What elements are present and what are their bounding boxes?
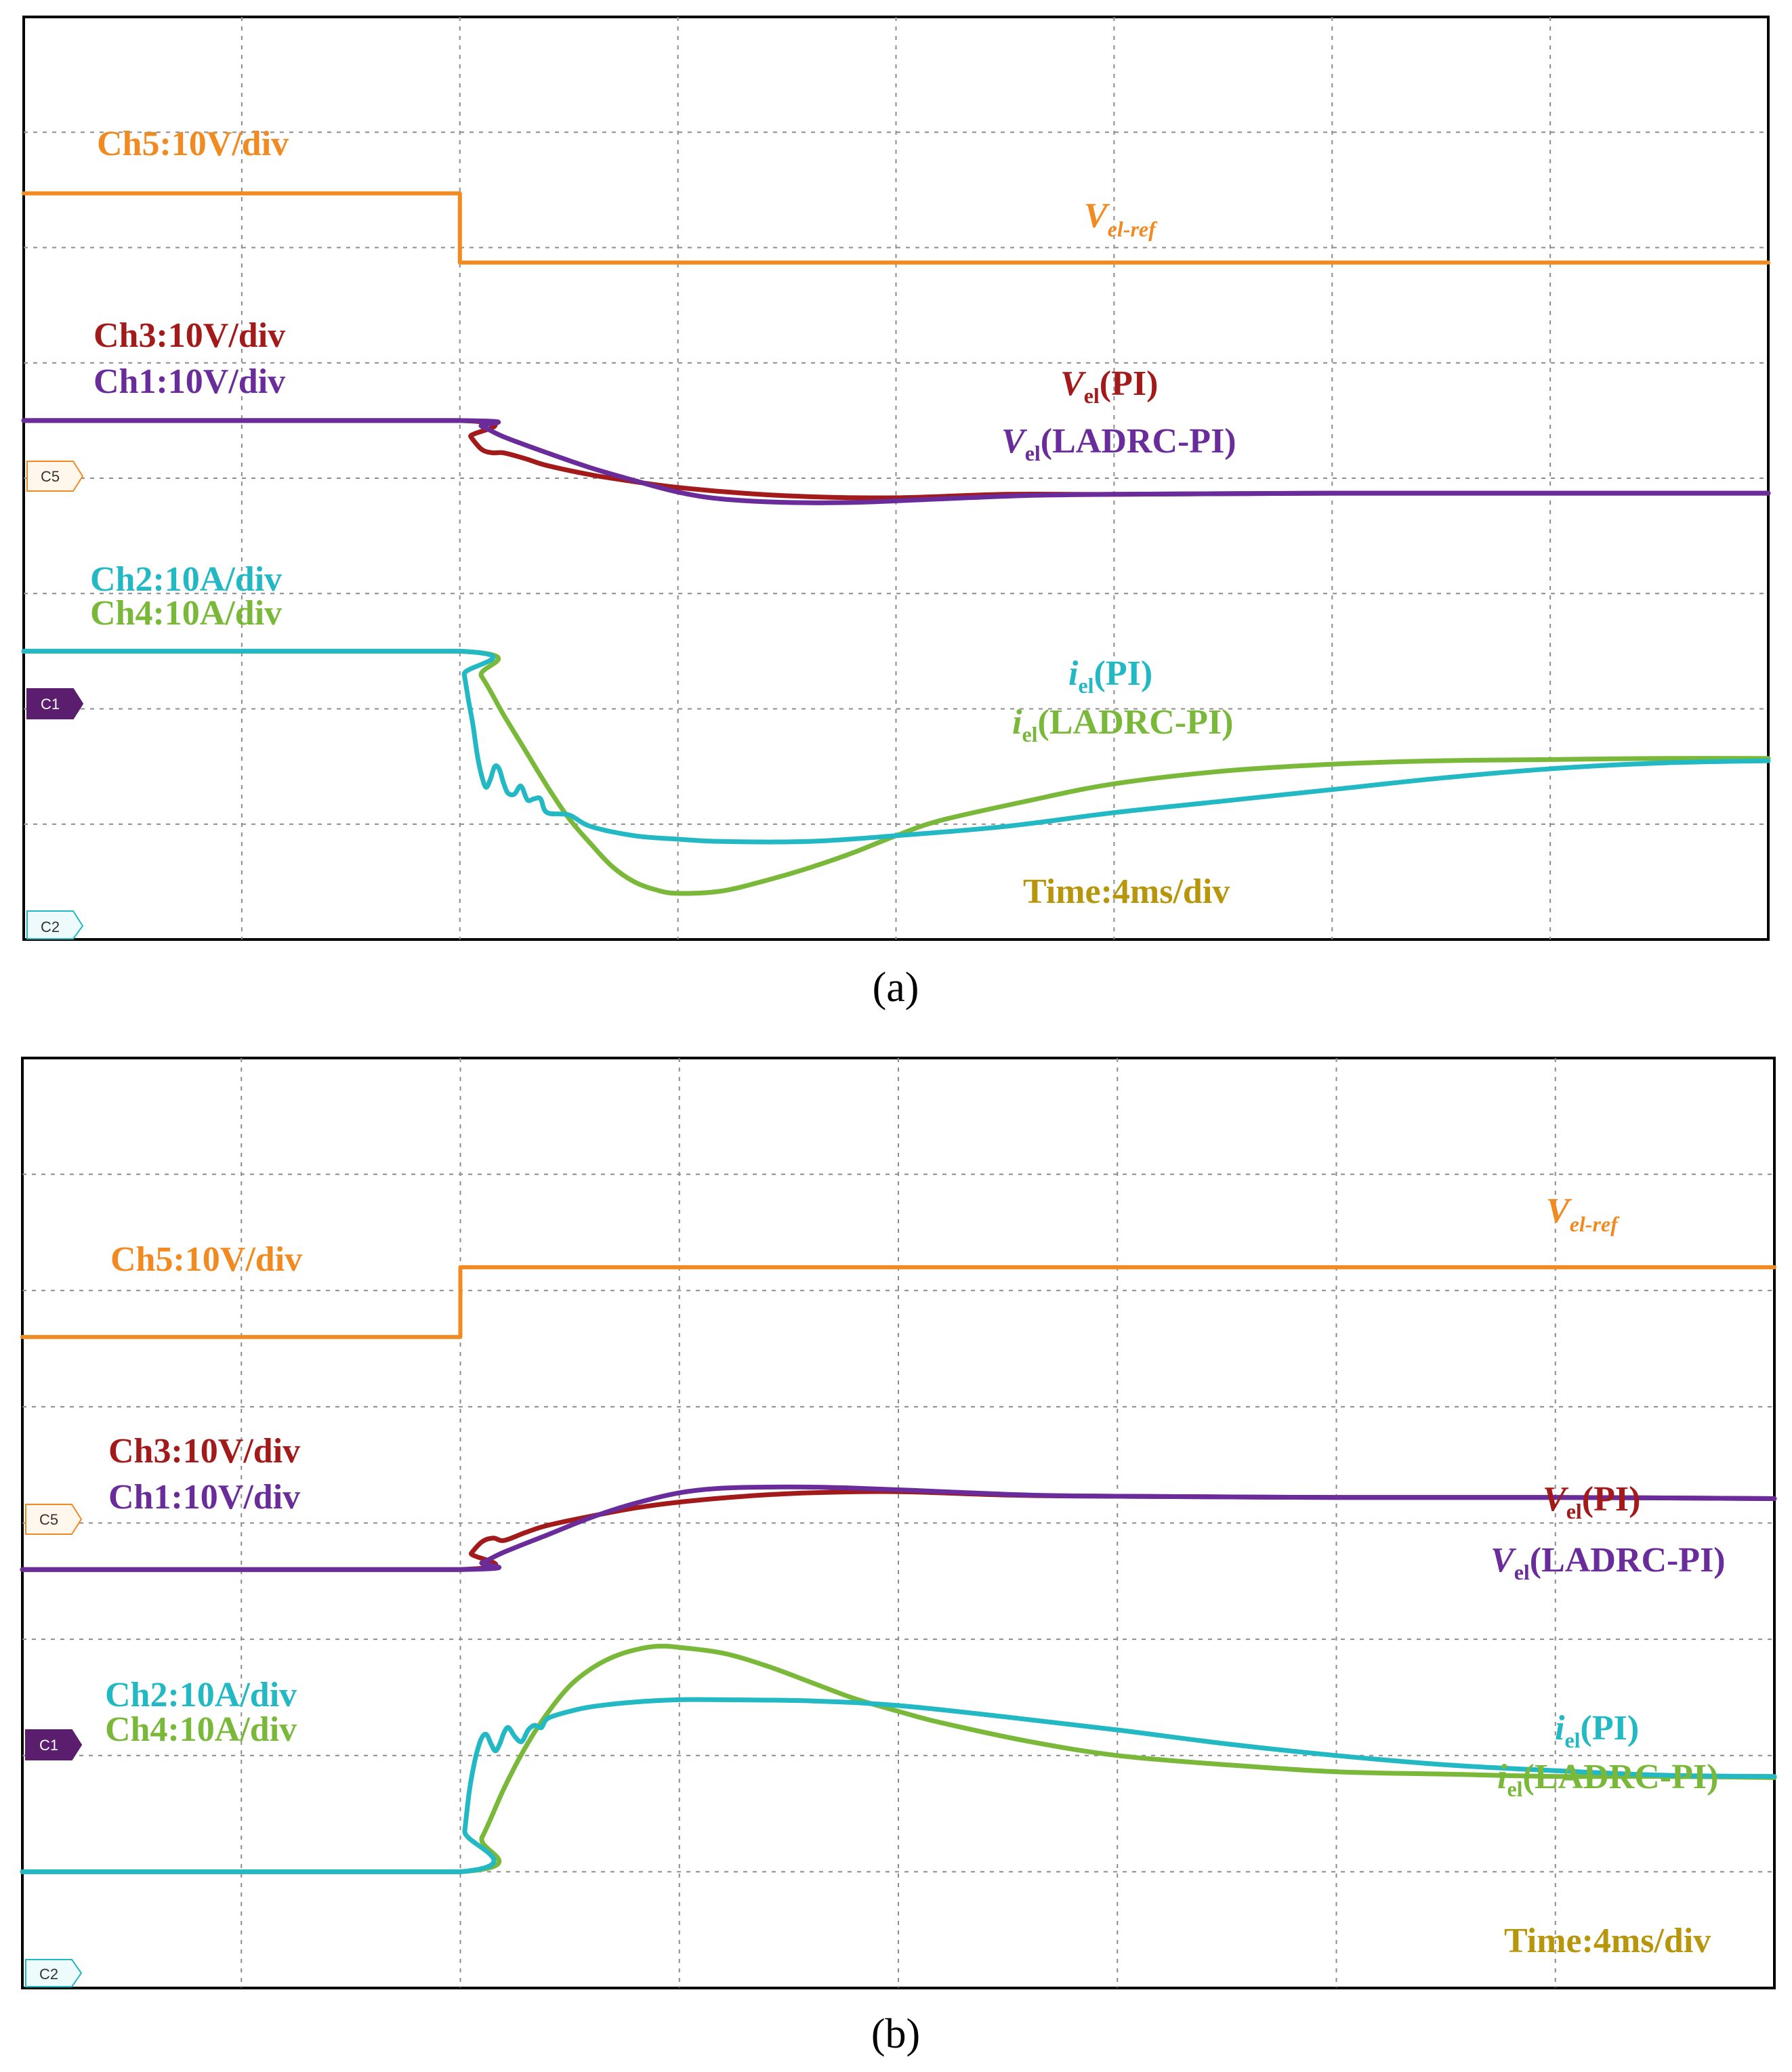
iel-ladrc-trace-label: iel(LADRC-PI) — [1497, 1758, 1718, 1801]
ch5-scale-label: Ch5:10V/div — [110, 1240, 302, 1279]
ch2-scale-label: Ch2:10A/div — [90, 560, 282, 599]
marker-c5-label: C5 — [41, 468, 60, 485]
ch5-scale-label: Ch5:10V/div — [97, 125, 289, 163]
vel-pi-trace-label: Vel(PI) — [1060, 364, 1158, 408]
ch1-scale-label: Ch1:10V/div — [108, 1478, 300, 1517]
ch1-scale-label: Ch1:10V/div — [93, 362, 285, 401]
ch2-scale-label: Ch2:10A/div — [105, 1676, 297, 1714]
vref-trace-label: Vel-ref — [1084, 196, 1158, 241]
marker-c5-label: C5 — [39, 1511, 58, 1528]
panel-a-grid — [24, 17, 1768, 939]
panel-b-traces — [20, 1265, 1777, 1874]
time-scale-label: Time:4ms/div — [1504, 1922, 1711, 1960]
trace-ch5 — [22, 191, 1770, 265]
vel-ladrc-trace-label: Vel(LADRC-PI) — [1001, 422, 1236, 465]
marker-c2-label: C2 — [39, 1966, 58, 1983]
trace-ch2 — [20, 1697, 1777, 1874]
panel-a-caption: (a) — [873, 965, 919, 1011]
ch3-scale-label: Ch3:10V/div — [108, 1432, 300, 1471]
trace-ch1 — [21, 418, 1771, 505]
panel-b-grid — [22, 1058, 1774, 1988]
panel-b: C5 C1 C2 Ch5:10V/div Ch3:10V/div Ch1:10V… — [20, 1057, 1777, 2057]
ch4-scale-label: Ch4:10A/div — [90, 594, 282, 633]
panel-a: C5 C1 C2 Ch5:10V/div Ch3:10V/div Ch1:10V… — [21, 16, 1771, 1011]
marker-c1-label: C1 — [41, 696, 60, 713]
iel-ladrc-trace-label: iel(LADRC-PI) — [1012, 703, 1233, 746]
panel-a-marker-c1: C1 — [26, 688, 84, 719]
marker-c1-label: C1 — [39, 1737, 58, 1754]
trace-ch1 — [20, 1484, 1777, 1572]
vel-pi-trace-label: Vel(PI) — [1543, 1480, 1640, 1523]
panel-b-marker-c1: C1 — [25, 1729, 83, 1760]
time-scale-label: Time:4ms/div — [1023, 872, 1230, 911]
iel-pi-trace-label: iel(PI) — [1555, 1709, 1639, 1752]
trace-ch5 — [20, 1265, 1776, 1339]
trace-ch4 — [21, 648, 1771, 896]
marker-c2-label: C2 — [41, 918, 60, 935]
panel-b-caption: (b) — [871, 2011, 920, 2057]
panel-b-marker-c5: C5 — [25, 1504, 83, 1535]
panel-b-marker-c2: C2 — [25, 1959, 83, 1987]
vel-ladrc-trace-label: Vel(LADRC-PI) — [1491, 1541, 1726, 1584]
ch4-scale-label: Ch4:10A/div — [105, 1710, 297, 1749]
ch3-scale-label: Ch3:10V/div — [93, 316, 285, 355]
vref-trace-label: Vel-ref — [1546, 1191, 1620, 1236]
iel-pi-trace-label: iel(PI) — [1068, 654, 1152, 698]
panel-a-marker-c5: C5 — [26, 461, 84, 492]
trace-ch2 — [21, 648, 1771, 845]
panel-a-marker-c2: C2 — [26, 910, 84, 939]
trace-ch4 — [20, 1643, 1777, 1874]
panel-a-traces — [21, 191, 1771, 896]
